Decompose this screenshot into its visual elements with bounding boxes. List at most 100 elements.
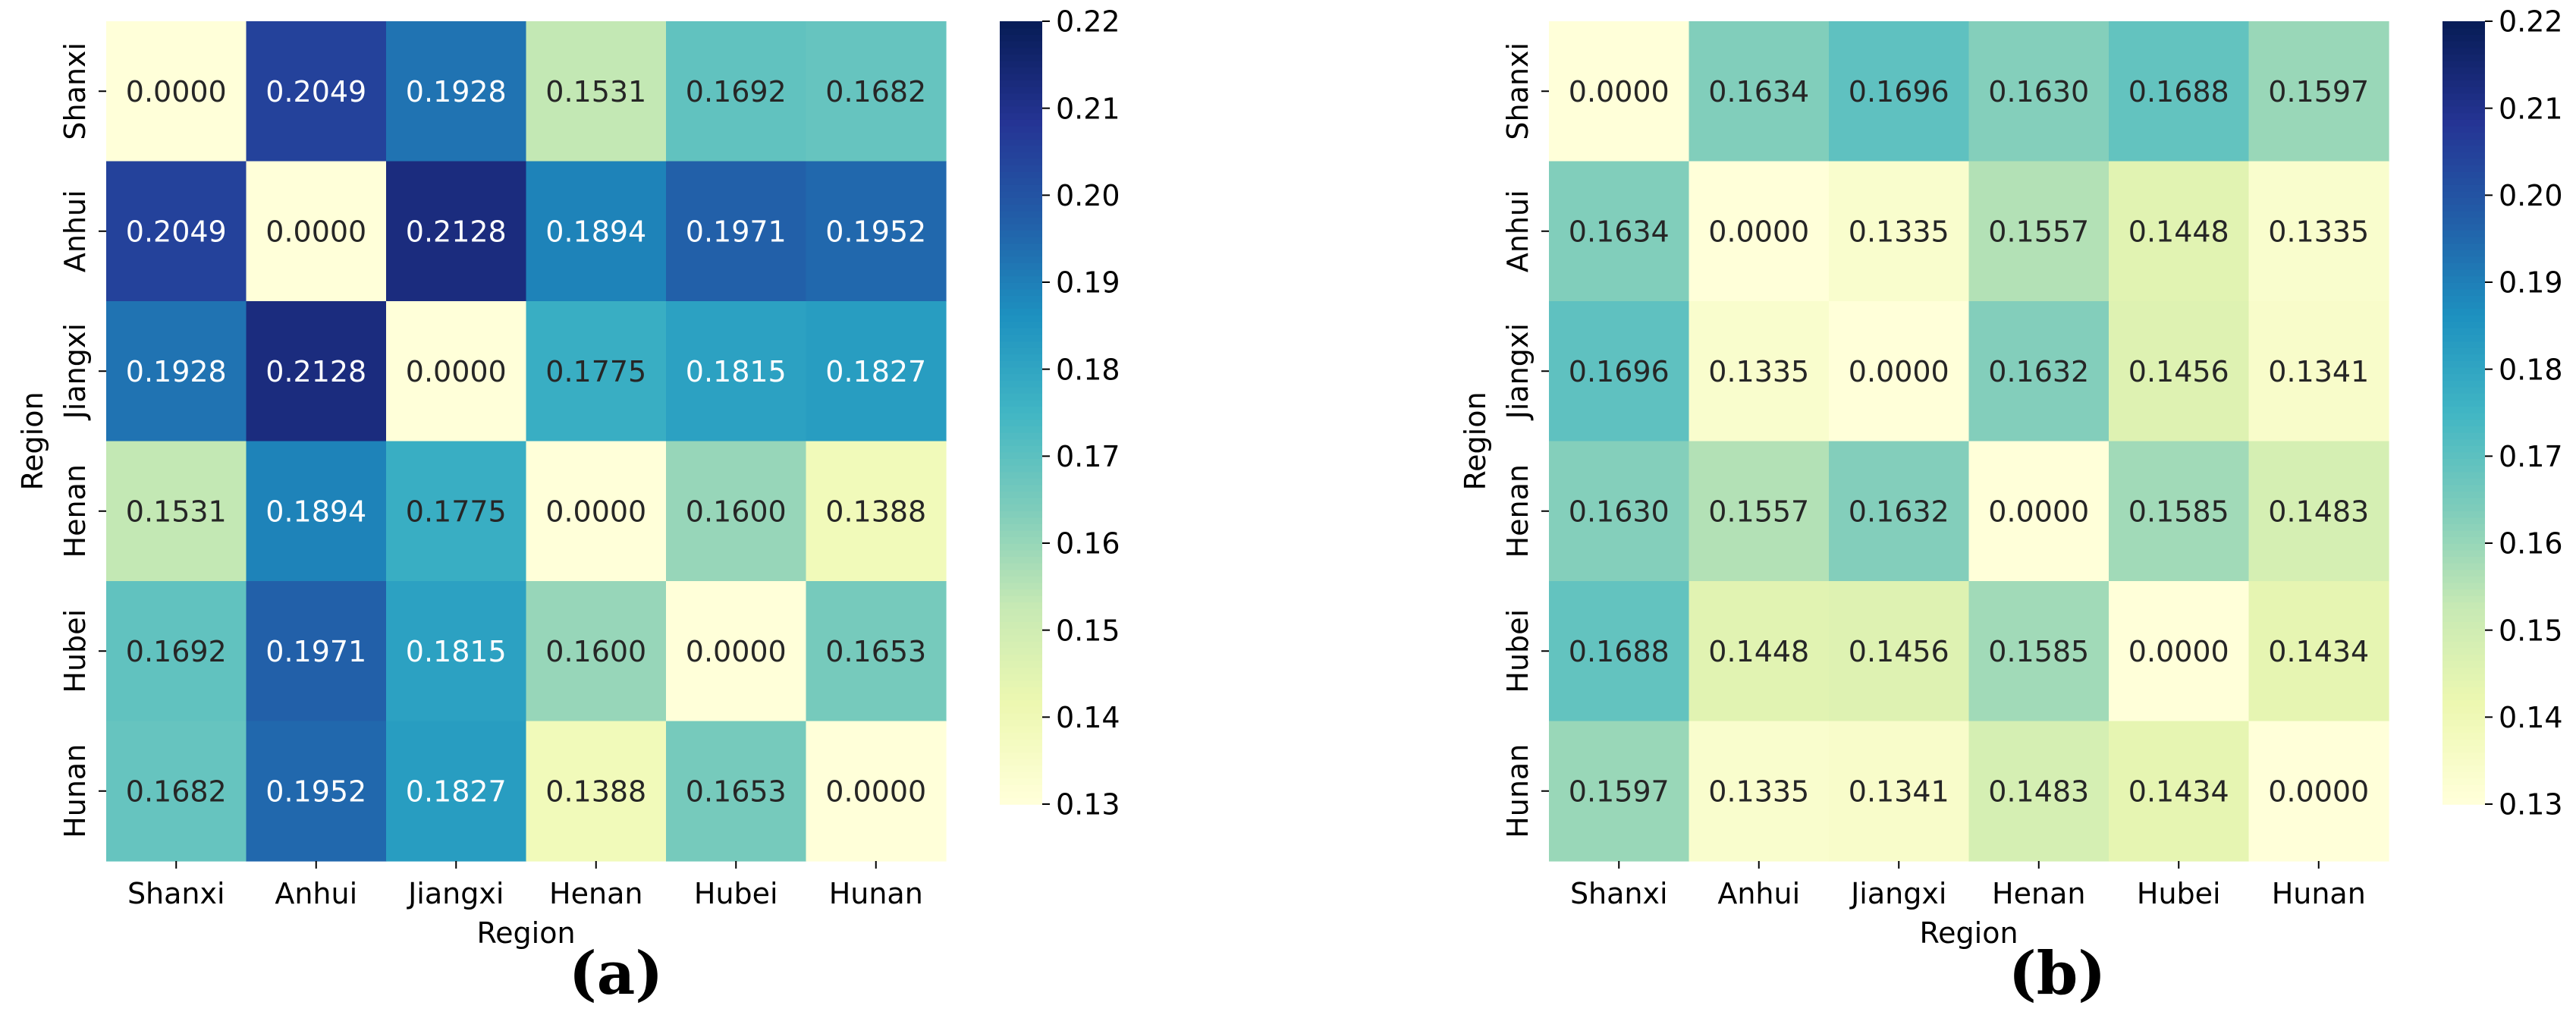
colorbar-segment [1000,693,1042,701]
colorbar-segment [2442,725,2485,734]
colorbar-segment [1000,73,1042,81]
colorbar-segment [1000,536,1042,544]
heatmap-cell [526,301,667,442]
cell-value-label: 0.1696 [1569,355,1670,388]
colorbar-segment [1000,771,1042,779]
cell-value-label: 0.1434 [2128,775,2229,808]
x-tick-label: Jiangxi [1849,877,1946,910]
heatmap-cell [526,581,667,722]
colorbar-segment [1000,432,1042,440]
colorbar-segment [2442,478,2485,486]
heatmap-cell [1829,21,1970,162]
colorbar-segment [1000,360,1042,368]
colorbar-segment [2442,288,2485,296]
colorbar-segment [2442,80,2485,87]
colorbar-segment [2442,275,2485,283]
colorbar-segment [1000,491,1042,498]
heatmap-cell [2109,161,2250,302]
colorbar-tick-label: 0.13 [2499,788,2563,822]
colorbar-segment [1000,641,1042,649]
colorbar-segment [1000,667,1042,674]
colorbar-segment [1000,790,1042,799]
colorbar-segment [2442,236,2485,244]
heatmap-cell [666,21,807,162]
colorbar-segment [1000,660,1042,668]
colorbar-segment [1000,184,1042,192]
colorbar-segment [1000,93,1042,100]
cell-value-label: 0.1827 [406,775,507,808]
colorbar-segment [2442,529,2485,538]
cell-value-label: 0.0000 [2128,635,2229,668]
colorbar-segment [1000,719,1042,727]
y-tick-label: Hubei [58,609,92,693]
heatmap-cell [1829,581,1970,722]
colorbar-segment [2442,647,2485,655]
heatmap-cell [1689,721,1830,862]
cell-value-label: 0.1696 [1849,75,1949,108]
colorbar-segment [1000,745,1042,753]
colorbar-segment [1000,543,1042,551]
colorbar-segment [2442,484,2485,492]
colorbar-segment [1000,321,1042,328]
colorbar-segment [2442,641,2485,649]
colorbar-segment [2442,517,2485,524]
colorbar-segment [2442,765,2485,772]
colorbar-segment [1000,236,1042,244]
cell-value-label: 0.1335 [1849,215,1949,248]
y-tick-label: Hubei [1501,609,1535,693]
colorbar-segment [1000,119,1042,127]
colorbar-segment [1000,282,1042,290]
colorbar-segment [2442,393,2485,401]
colorbar-segment [2442,93,2485,100]
cell-value-label: 0.1531 [545,75,646,108]
x-tick-label: Anhui [1717,877,1800,910]
heatmap-cell [1829,721,1970,862]
colorbar-segment [1000,784,1042,792]
heatmap-cell [2248,301,2389,442]
colorbar-segment [1000,517,1042,524]
colorbar-segment [2442,386,2485,394]
heatmap-cell [1689,581,1830,722]
colorbar-segment [1000,67,1042,74]
colorbar-segment [2442,366,2485,375]
heatmap-cell [2109,721,2250,862]
cell-value-label: 0.0000 [1569,75,1670,108]
heatmap-cell [1689,301,1830,442]
heatmap-cell [1829,441,1970,582]
colorbar-segment [1000,288,1042,296]
colorbar-segment [1000,589,1042,596]
colorbar-segment [2442,210,2485,218]
colorbar-segment [1000,699,1042,707]
colorbar-segment [1000,484,1042,492]
heatmap-cell [806,721,947,862]
colorbar-segment [2442,504,2485,511]
colorbar-segment [2442,158,2485,165]
colorbar-segment [2442,719,2485,727]
colorbar-segment [1000,230,1042,237]
colorbar-segment [2442,269,2485,277]
heatmap-cell [666,581,807,722]
colorbar-segment [2442,315,2485,322]
colorbar-segment [1000,497,1042,505]
y-tick-label: Hunan [58,744,92,838]
colorbar-segment [2442,67,2485,74]
cell-value-label: 0.1653 [686,775,787,808]
x-tick-label: Hunan [829,877,923,910]
cell-value-label: 0.1971 [686,215,787,248]
colorbar-segment [2442,797,2485,805]
colorbar-segment [2442,27,2485,35]
heatmap-cell [246,721,387,862]
colorbar: 0.13 0.14 0.15 0.16 0.17 0.18 0.19 0.20 0.21 0.22 [2442,5,2563,822]
colorbar-segment [2442,217,2485,225]
cell-value-label: 0.0000 [1988,495,2089,528]
y-tick-label: Shanxi [58,42,92,140]
colorbar-tick-label: 0.14 [1056,701,1120,734]
colorbar-tick-label: 0.17 [2499,440,2563,473]
colorbar-segment [2442,732,2485,740]
heatmap-cell [526,21,667,162]
colorbar-segment [2442,680,2485,687]
colorbar-segment [1000,99,1042,107]
colorbar-segment [1000,752,1042,759]
colorbar-tick-label: 0.22 [1056,5,1120,39]
cell-value-label: 0.1448 [2128,215,2229,248]
